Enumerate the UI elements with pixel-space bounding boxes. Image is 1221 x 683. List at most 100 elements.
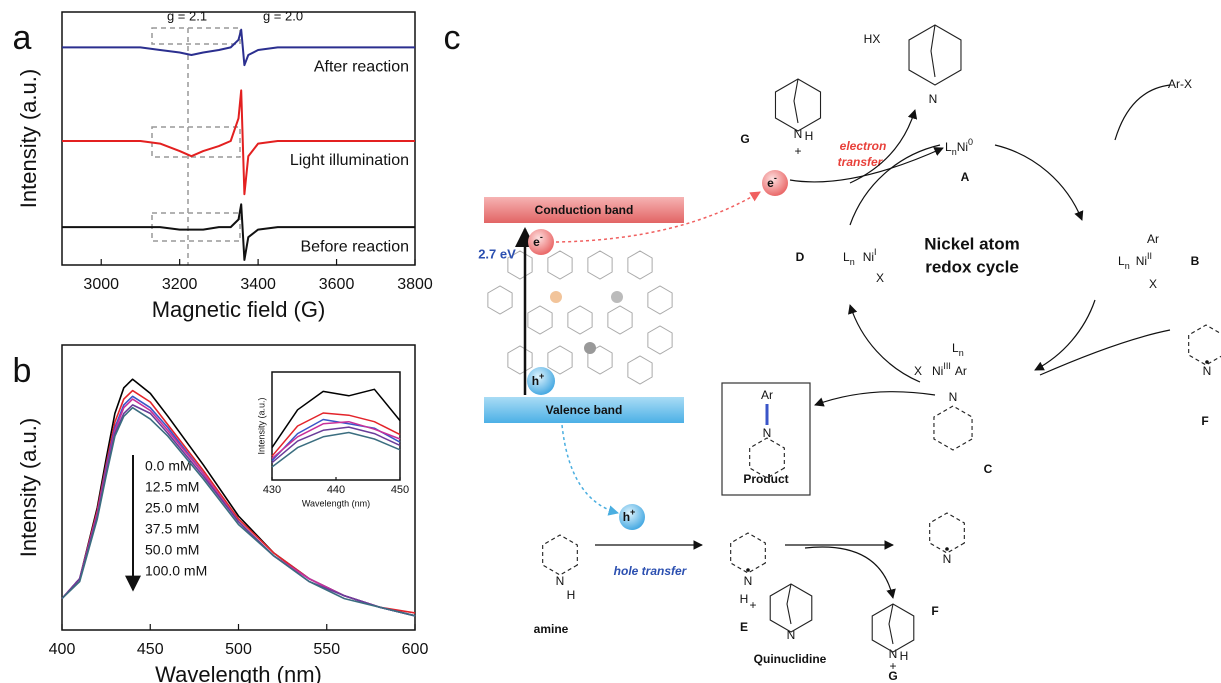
x-axis-title: Magnetic field (G) — [152, 297, 326, 322]
plot-frame — [271, 371, 401, 481]
ring — [929, 512, 965, 554]
electron — [762, 170, 788, 196]
ring — [933, 405, 973, 451]
y-axis-title: Intensity (a.u.) — [16, 69, 41, 208]
oxidation-state: II — [1147, 251, 1152, 261]
atom: Ar — [955, 364, 967, 378]
bridge — [786, 583, 792, 625]
charge: + — [539, 371, 544, 381]
charge: + — [749, 598, 756, 612]
triazine — [607, 305, 633, 335]
subscript: n — [952, 147, 957, 157]
charge: + — [630, 507, 635, 517]
oxidation-state: 0 — [968, 137, 973, 147]
band-gap: 2.7 eV — [478, 246, 516, 261]
atom: N — [929, 92, 938, 106]
atom: Ni — [1136, 254, 1147, 268]
hole-label: h+ — [623, 507, 636, 524]
atom: L — [952, 341, 959, 355]
electron-label: e- — [767, 173, 777, 190]
product-label: Product — [743, 472, 788, 486]
triazine — [627, 355, 653, 385]
atom: Ar — [761, 388, 773, 402]
species-id: F — [931, 604, 938, 618]
atom: N — [787, 628, 796, 642]
transfer-label: transfer — [838, 155, 884, 169]
x-axis-title: Wavelength (nm) — [302, 498, 370, 508]
charge: - — [540, 232, 543, 242]
symbol: h — [623, 510, 630, 524]
x-tick-label: 3600 — [319, 276, 355, 293]
cycle-arrow — [1034, 299, 1096, 371]
species-name: amine — [534, 622, 569, 636]
cycle-arrow — [848, 304, 921, 383]
band-label: Conduction band — [535, 203, 634, 217]
atom: N — [556, 574, 565, 588]
arrow — [804, 546, 896, 599]
y-axis-title: Intensity (a.u.) — [256, 397, 266, 454]
series-line — [271, 412, 401, 457]
panel-label: c — [444, 19, 461, 57]
atom: X — [914, 364, 922, 378]
atom: N — [763, 426, 772, 440]
subscript: n — [1125, 261, 1130, 271]
formula: X NiIII Ar — [914, 361, 967, 378]
arrow — [1114, 84, 1171, 141]
x-tick-label: 3800 — [397, 276, 433, 293]
ni-site — [584, 342, 596, 354]
species-id: G — [888, 669, 897, 683]
x-tick-label: 3400 — [240, 276, 276, 293]
series-line — [61, 406, 416, 617]
x-tick-label: 3000 — [83, 276, 119, 293]
atom: N — [949, 390, 958, 404]
triazine — [587, 250, 613, 280]
conduction-band — [484, 197, 684, 223]
species-id: D — [796, 250, 805, 264]
symbol: e — [767, 176, 774, 190]
legend-label: 100.0 mM — [145, 563, 207, 579]
legend-label: 50.0 mM — [145, 542, 199, 558]
ni-site — [550, 291, 562, 303]
plot-frame — [61, 11, 416, 266]
annotation: g = 2.1 — [167, 8, 207, 23]
atom: H — [900, 649, 909, 663]
oxidation-state: I — [874, 247, 877, 257]
annotation: g = 2.0 — [263, 8, 303, 23]
charge: + — [794, 144, 801, 158]
symbol: e — [533, 235, 540, 249]
triazine — [507, 345, 533, 375]
x-axis-title: Wavelength (nm) — [155, 662, 322, 683]
formula: LnNi0 — [945, 137, 973, 157]
atom: L — [1118, 254, 1125, 268]
species-id: C — [984, 462, 993, 476]
formula: Ln — [952, 341, 964, 358]
transfer-label: hole transfer — [614, 564, 688, 578]
species-id: F — [1201, 414, 1208, 428]
atom: H — [567, 588, 576, 602]
reagent: HX — [864, 32, 881, 46]
bridge — [793, 78, 799, 124]
atom: Ar — [1147, 232, 1159, 246]
atom: L — [945, 140, 952, 154]
series-line — [62, 89, 415, 196]
charge: + — [889, 659, 896, 673]
legend-label: 25.0 mM — [145, 500, 199, 516]
atom: X — [876, 271, 884, 285]
subscript: n — [850, 257, 855, 267]
electron-label: e- — [533, 232, 543, 249]
triazine — [547, 345, 573, 375]
reagent: Ar-X — [1168, 77, 1192, 91]
triazine — [547, 250, 573, 280]
subscript: n — [959, 348, 964, 358]
species-name: Quinuclidine — [754, 652, 827, 666]
symbol: h — [532, 374, 539, 388]
series-label: Before reaction — [300, 238, 409, 255]
atom: N — [889, 647, 898, 661]
oxidation-state: III — [943, 361, 951, 371]
x-tick-label: 600 — [402, 641, 429, 658]
panel-label: a — [13, 19, 32, 57]
atom: N — [1203, 364, 1212, 378]
radical-dot — [746, 568, 750, 572]
x-tick-label: 450 — [137, 641, 164, 658]
atom: H — [805, 129, 814, 143]
